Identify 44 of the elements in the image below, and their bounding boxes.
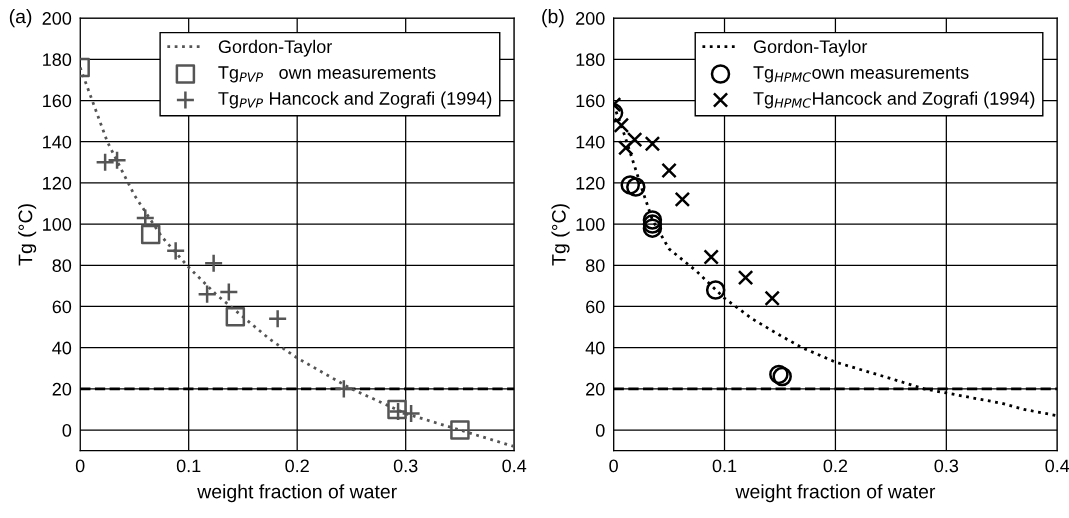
legend-label: Gordon-Taylor xyxy=(218,39,332,57)
x-tick-label: 0.2 xyxy=(823,459,848,473)
y-tick-label: 40 xyxy=(52,341,72,355)
y-tick-label: 0 xyxy=(595,424,605,437)
x-tick-label: 0 xyxy=(75,459,85,473)
chart-title: (a) xyxy=(9,9,32,28)
y-tick-label: 100 xyxy=(43,218,72,231)
text: Tg$_{PVP}$ own measurements xyxy=(218,66,436,83)
x-tick-label: 0.3 xyxy=(393,459,418,473)
legend-label: Tg$_{HPMC}$Hancock and Zografi (1994) xyxy=(753,91,1035,109)
x-tick-label: 0.1 xyxy=(712,459,737,473)
y-tick-label: 160 xyxy=(576,94,605,108)
y-tick-label: 40 xyxy=(585,341,605,355)
y-tick-label: 80 xyxy=(585,259,605,273)
x-axis-title: weight fraction of water xyxy=(735,484,936,503)
x-tick-label: 0.2 xyxy=(285,459,309,473)
y-tick-label: 0 xyxy=(62,424,72,437)
y-tick-label: 120 xyxy=(43,176,72,190)
y-tick-label: 20 xyxy=(586,382,605,396)
chart-title: (b) xyxy=(542,9,564,28)
x-tick-label: 0 xyxy=(609,459,618,473)
y-axis-title: Tg (°C) xyxy=(551,204,570,266)
y-tick-label: 200 xyxy=(42,12,72,25)
y-tick-label: 140 xyxy=(576,135,605,149)
y-tick-label: 80 xyxy=(52,259,72,273)
x-tick-label: 0.4 xyxy=(1045,459,1069,473)
x-axis-title: weight fraction of water xyxy=(197,484,397,503)
y-tick-label: 20 xyxy=(52,382,72,396)
y-tick-label: 140 xyxy=(43,135,72,149)
x-tick-label: 0.3 xyxy=(934,459,959,473)
y-tick-label: 60 xyxy=(52,300,72,314)
legend-label: Tg$_{HPMC}$own measurements xyxy=(753,66,969,83)
x-tick-label: 0.4 xyxy=(502,459,527,473)
x-tick-label: 0.1 xyxy=(176,459,201,473)
y-axis-title: Tg (°C) xyxy=(18,204,37,266)
y-tick-label: 120 xyxy=(576,176,605,190)
y-tick-label: 180 xyxy=(576,53,605,67)
legend-label: Gordon-Taylor xyxy=(753,39,868,57)
y-tick-label: 100 xyxy=(576,218,605,231)
legend-label: Tg$_{PVP}$ Hancock and Zografi (1994) xyxy=(218,91,492,109)
y-tick-label: 200 xyxy=(576,12,605,25)
y-tick-label: 180 xyxy=(43,53,72,67)
y-tick-label: 160 xyxy=(43,94,72,108)
y-tick-label: 60 xyxy=(586,300,605,314)
